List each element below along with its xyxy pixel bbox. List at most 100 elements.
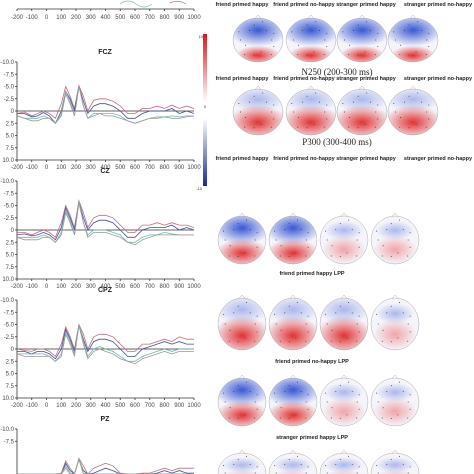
waveform-stranger-happy [16,85,194,124]
x-tick-label: 100 [56,403,67,409]
x-tick-label: 0 [45,165,49,171]
lpp-caption-friend-nohappy: friend primed no-happy LPP [275,359,349,365]
panel-title: CZ [100,168,110,175]
x-tick-label: 800 [159,284,170,290]
n250-window-caption: N250 (200-300 ms) [302,67,373,77]
topo-label-friend-happy-n250: friend primed happy [216,2,270,8]
topo-map-p300-2 [285,85,337,136]
x-tick-label: 0 [45,403,49,409]
erp-panel-fcz: FCZ -10.0 -7.5 -5.0 -2.5 0 2.5 5.0 7.5 10.0-200 -1… [0,49,201,171]
x-tick-label: 500 [115,403,126,409]
x-tick-label: 500 [115,284,126,290]
waveform-remnant [169,0,187,5]
y-tick-label: 10.0 [2,277,14,283]
topo-map-p300-3 [336,85,388,136]
y-tick-label: 7.5 [6,146,15,152]
x-tick-label: 100 [56,284,67,290]
waveform-friend-happy [16,84,195,119]
x-tick-label: 700 [145,284,156,290]
waveform-stranger-nohappy [16,86,195,124]
x-tick-label: 1000 [187,165,201,171]
x-tick-label: 600 [130,403,141,409]
waveform-stranger-happy [17,200,194,243]
y-tick-label: -10.0 [0,60,14,66]
topo-map-lpp-d-2 [268,449,318,474]
y-tick-label: -7.5 [4,439,15,445]
x-tick-label: -100 [26,403,39,409]
x-tick-label: 900 [174,165,185,171]
topo-map-lpp-c-4 [370,374,420,427]
panel-title: CPZ [98,287,113,294]
x-tick-label: 700 [145,165,156,171]
topo-label-friend-nohappy-row3: friend primed no-happy [273,156,335,162]
y-tick-label: 5.0 [6,253,15,259]
x-tick-label: 600 [130,284,141,290]
topo-map-n250-4 [387,14,439,63]
x-tick-label: 400 [100,403,111,409]
erp-panel-top: -200 -100 0 100 200 300 400 500 600 700 800 900 1000 [11,0,201,21]
x-tick-label: 900 [174,403,185,409]
topo-label-stranger-nohappy-p300: stranger primed no-happy [404,76,473,82]
topo-label-friend-happy-row3: friend primed happy [216,156,270,162]
topo-label-stranger-happy-n250: stranger primed happy [336,2,397,8]
x-tick-label: 200 [71,403,82,409]
x-tick-label: 500 [115,165,126,171]
x-tick-label: 0 [45,284,49,290]
x-tick-label: 1000 [187,403,201,409]
waveform-stranger-nohappy [16,325,194,365]
x-tick-label: 1000 [187,15,201,21]
y-tick-label: -10.0 [0,298,14,304]
y-tick-label: -2.5 [4,216,15,222]
x-tick-label: 100 [56,15,67,21]
y-tick-label: -7.5 [4,191,15,197]
y-tick-label: -5.0 [4,85,15,91]
y-tick-label: 7.5 [6,384,15,390]
topo-label-friend-nohappy-n250: friend primed no-happy [273,2,335,8]
colorbar-top: 0 10 [199,34,207,109]
x-tick-label: -100 [26,15,39,21]
topo-map-n250-1 [232,14,284,63]
y-tick-label: 0 [11,109,15,115]
x-tick-label: 100 [56,165,67,171]
x-tick-label: 400 [100,15,111,21]
topo-map-lpp-c-2 [268,374,318,427]
y-tick-label: 0 [11,347,15,353]
lpp-caption-friend-happy: friend primed happy LPP [279,271,344,277]
x-tick-label: 300 [86,284,97,290]
x-tick-label: 300 [86,15,97,21]
x-tick-label: 900 [174,284,185,290]
topo-label-stranger-happy-row3: stranger primed happy [336,156,397,162]
y-tick-label: -5.0 [4,323,15,329]
topo-map-lpp-c-1 [217,374,267,427]
waveform-friend-happy [17,199,195,238]
x-tick-label: 300 [86,403,97,409]
lpp-captions: friend primed happy LPP friend primed no… [275,271,349,441]
topo-map-lpp-a-2 [268,212,318,265]
x-tick-label: 300 [86,165,97,171]
x-tick-label: -200 [11,284,24,290]
x-tick-label: -100 [26,284,39,290]
x-tick-label: 200 [71,165,82,171]
panel-title: FCZ [98,49,112,56]
x-tick-label: 200 [71,15,82,21]
p300-window-caption: P300 (300-400 ms) [302,137,372,147]
colorbar-top-min-label: 0 [204,104,207,109]
waveform-friend-nohappy [17,325,194,360]
colorbar-top-max-label: 10 [199,34,204,39]
x-tick-label: 200 [71,284,82,290]
waveform-friend-nohappy [16,201,195,241]
x-tick-label: -200 [11,15,24,21]
waveform-friend-nohappy [17,458,194,474]
waveform-stranger-happy [17,324,194,362]
topo-map-lpp-a-1 [217,212,267,265]
waveform-stranger-nohappy [16,203,194,246]
topo-map-lpp-a-3 [319,212,369,265]
x-tick-label: 0 [45,15,49,21]
y-tick-label: 2.5 [6,121,15,127]
x-tick-label: 700 [145,403,156,409]
topo-map-lpp-c-3 [319,374,369,427]
topo-map-lpp-b-2 [268,294,318,351]
topo-map-n250-3 [336,14,388,63]
topo-map-lpp-b-3 [319,294,369,351]
